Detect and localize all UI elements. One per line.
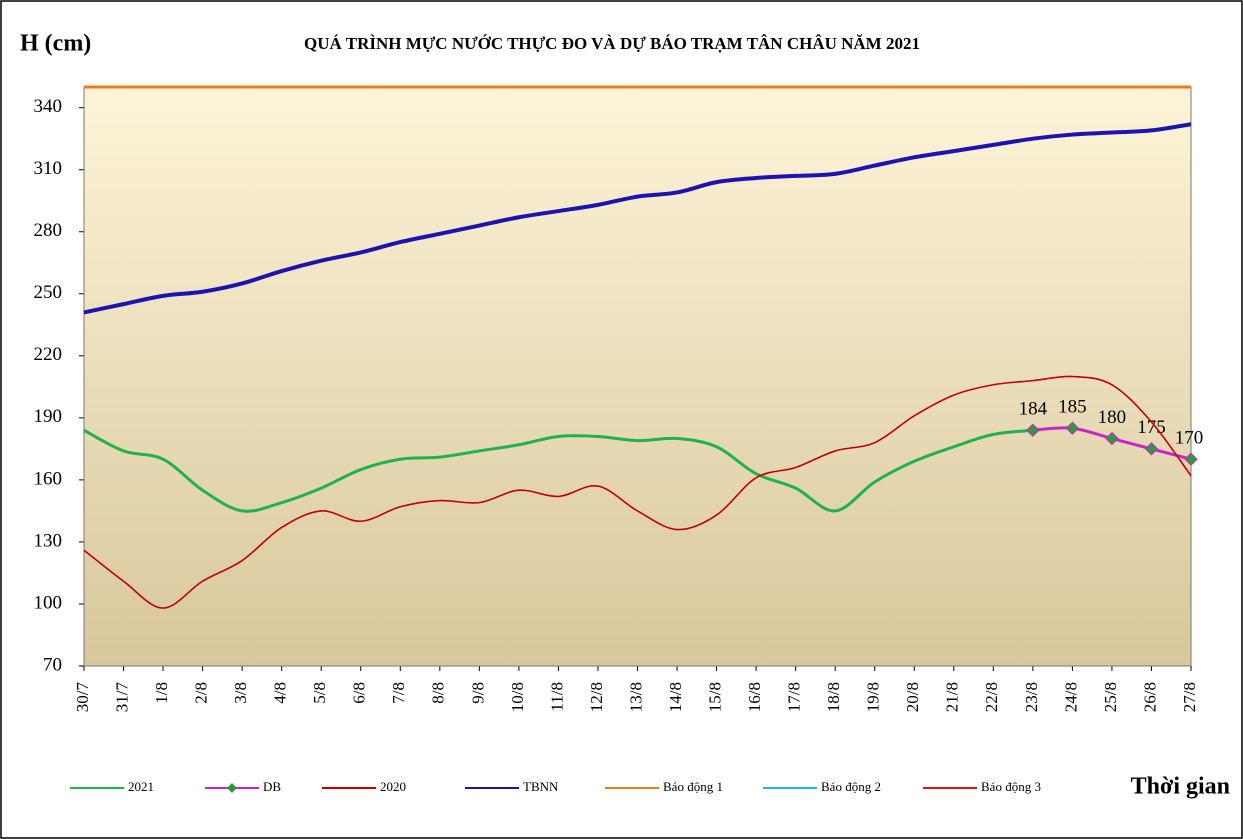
x-tick-label: 24/8 [1061, 682, 1080, 712]
x-tick-label: 2/8 [192, 682, 211, 704]
x-tick-label: 25/8 [1101, 682, 1120, 712]
x-tick-label: 5/8 [310, 682, 329, 704]
data-label: 175 [1137, 417, 1166, 438]
x-tick-label: 23/8 [1022, 682, 1041, 712]
chart-title: QUÁ TRÌNH MỰC NƯỚC THỰC ĐO VÀ DỰ BÁO TRẠ… [304, 34, 920, 53]
y-tick-label: 340 [34, 96, 63, 117]
x-tick-label: 18/8 [824, 682, 843, 712]
legend-label: TBNN [523, 779, 559, 794]
x-tick-label: 6/8 [350, 682, 369, 704]
x-tick-label: 1/8 [152, 682, 171, 704]
x-tick-label: 10/8 [508, 682, 527, 712]
x-tick-label: 14/8 [666, 682, 685, 712]
x-tick-label: 26/8 [1140, 682, 1159, 712]
y-tick-label: 220 [34, 344, 63, 365]
x-tick-label: 20/8 [903, 682, 922, 712]
x-tick-label: 4/8 [271, 682, 290, 704]
y-tick-label: 250 [34, 282, 63, 303]
x-tick-label: 11/8 [547, 682, 566, 712]
legend-label: Báo động 3 [981, 779, 1041, 794]
x-tick-label: 16/8 [745, 682, 764, 712]
plot-area [84, 87, 1191, 666]
data-point [1105, 431, 1119, 446]
data-label: 185 [1058, 397, 1087, 418]
x-tick-label: 17/8 [785, 682, 804, 712]
x-tick-label: 22/8 [982, 682, 1001, 712]
x-tick-label: 30/7 [73, 682, 92, 713]
series-line [83, 428, 1034, 513]
x-tick-label: 21/8 [943, 682, 962, 712]
y-axis-label: H (cm) [20, 31, 91, 57]
data-point [1065, 421, 1080, 435]
y-tick-label: 70 [43, 654, 62, 675]
x-tick-label: 31/7 [112, 682, 131, 713]
data-label: 170 [1175, 428, 1204, 449]
y-tick-label: 160 [34, 468, 63, 489]
legend-label: 2021 [128, 779, 154, 794]
x-tick-label: 8/8 [429, 682, 448, 704]
legend-marker [227, 783, 237, 793]
x-tick-label: 19/8 [864, 682, 883, 712]
x-tick-label: 13/8 [626, 682, 645, 712]
y-tick-label: 280 [34, 220, 63, 241]
legend-label: Báo động 1 [663, 779, 723, 794]
data-point [1144, 442, 1159, 456]
x-axis-label: Thời gian [1131, 774, 1230, 800]
x-tick-label: 7/8 [389, 682, 408, 704]
y-tick-label: 310 [34, 158, 63, 179]
data-label: 184 [1019, 399, 1048, 420]
series-line [83, 375, 1192, 609]
x-tick-label: 27/8 [1180, 682, 1199, 712]
data-point [1026, 423, 1040, 437]
series-line [83, 122, 1192, 315]
legend-label: Báo động 2 [821, 779, 881, 794]
y-tick-label: 190 [34, 406, 63, 427]
x-tick-label: 15/8 [705, 682, 724, 712]
x-tick-label: 3/8 [231, 682, 250, 704]
y-tick-label: 130 [34, 530, 63, 551]
data-point [1184, 452, 1198, 466]
legend-label: DB [263, 779, 281, 794]
x-tick-label: 9/8 [468, 682, 487, 704]
data-label: 180 [1098, 407, 1127, 428]
y-tick-label: 100 [34, 592, 63, 613]
x-tick-label: 12/8 [587, 682, 606, 712]
legend-label: 2020 [380, 779, 406, 794]
